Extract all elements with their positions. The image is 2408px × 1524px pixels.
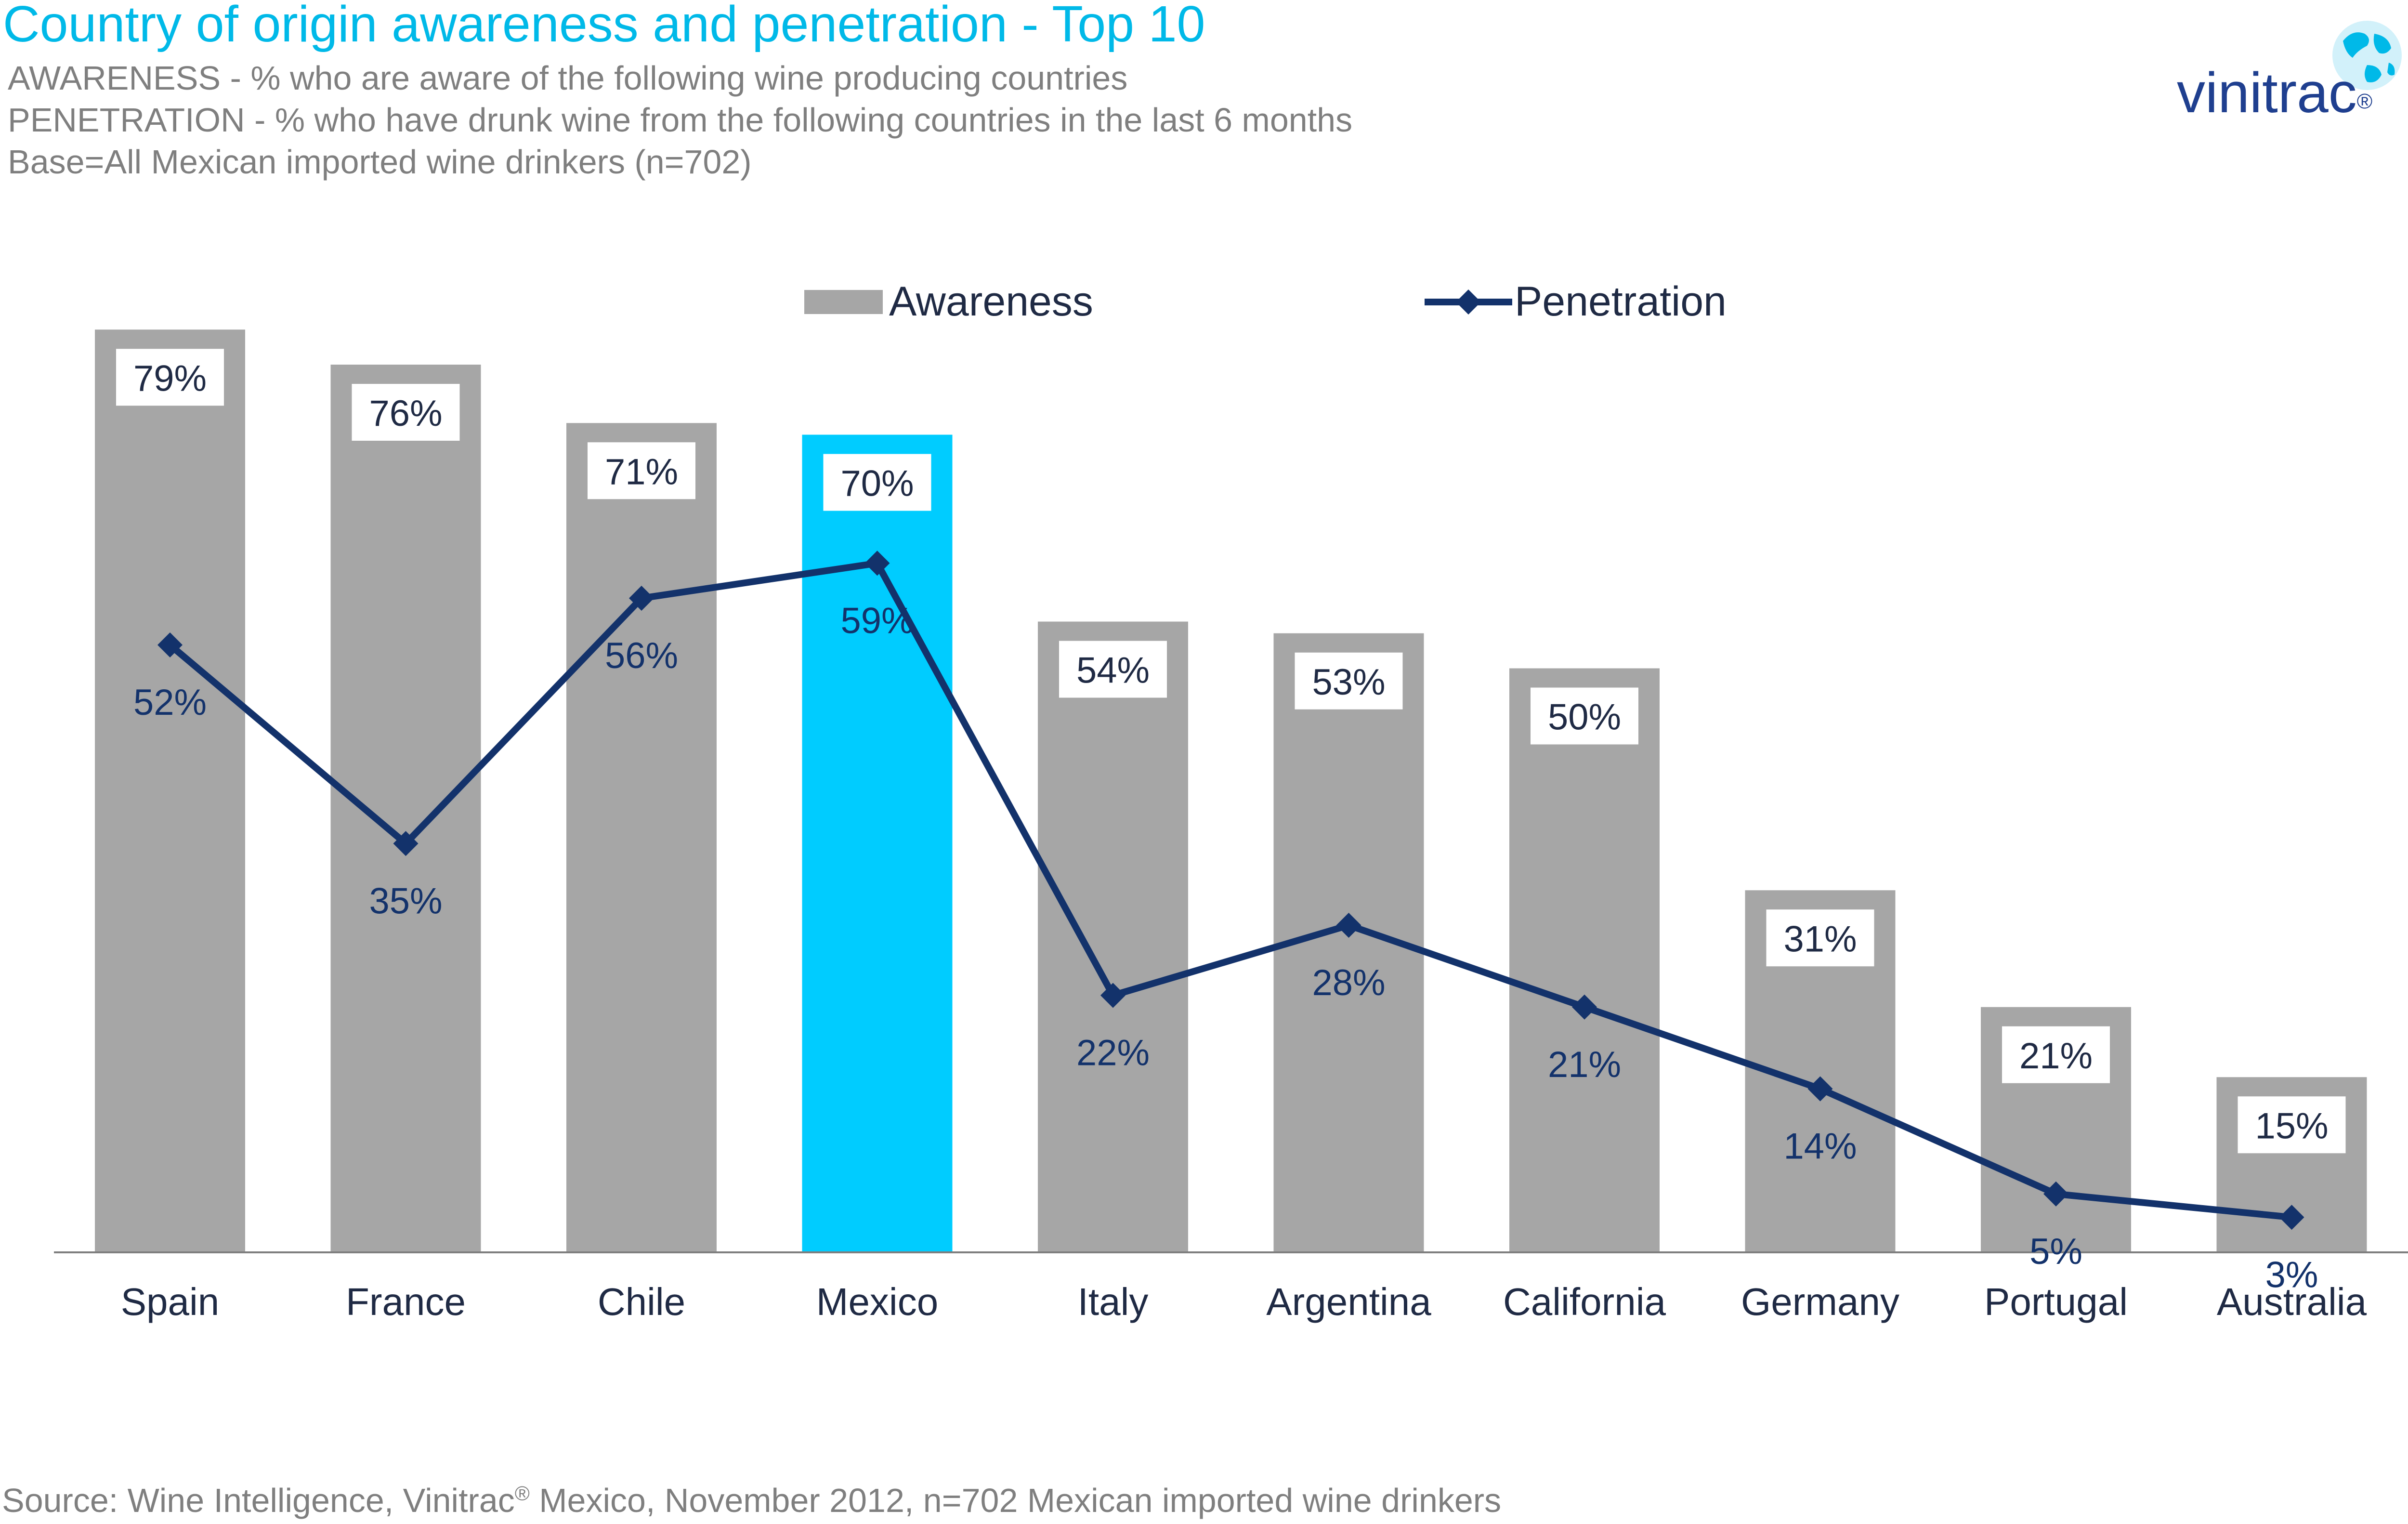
penetration-marker <box>864 551 890 576</box>
category-label: California <box>1503 1280 1666 1323</box>
awareness-value-label: 71% <box>605 451 678 492</box>
penetration-value-label: 56% <box>605 635 678 676</box>
penetration-marker <box>2043 1181 2068 1207</box>
awareness-label-box <box>1295 652 1403 709</box>
awareness-label-box <box>1766 909 1874 967</box>
penetration-marker <box>629 586 654 611</box>
chart-title: Country of origin awareness and penetrat… <box>3 0 1205 53</box>
category-label: Germany <box>1741 1280 1899 1323</box>
penetration-marker <box>393 831 419 856</box>
legend-awareness-label: Awareness <box>889 278 1093 325</box>
awareness-bar <box>330 365 481 1252</box>
penetration-line <box>168 560 2292 1221</box>
penetration-value-label: 22% <box>1076 1033 1150 1074</box>
logo-registered-mark: ® <box>2356 90 2373 113</box>
awareness-value-label: 50% <box>1548 697 1621 738</box>
awareness-bar <box>566 423 717 1252</box>
penetration-marker <box>2279 1205 2304 1230</box>
category-label: France <box>346 1280 466 1323</box>
source-prefix: Source: Wine Intelligence, Vinitrac <box>2 1482 515 1519</box>
penetration-value-label: 21% <box>1548 1044 1621 1085</box>
category-label: Italy <box>1078 1280 1149 1323</box>
globe-icon <box>2332 21 2402 90</box>
penetration-marker <box>1572 994 1597 1020</box>
awareness-value-label: 70% <box>840 463 914 504</box>
penetration-value-label: 59% <box>840 600 914 641</box>
awareness-label-box <box>1059 641 1167 698</box>
penetration-marker <box>1100 983 1125 1008</box>
penetration-marker <box>157 632 183 657</box>
category-label: Spain <box>121 1280 220 1323</box>
category-label: Portugal <box>1984 1280 2128 1323</box>
awareness-value-label: 15% <box>2255 1105 2328 1146</box>
awareness-value-label: 79% <box>133 358 207 399</box>
category-label: Australia <box>2217 1280 2367 1323</box>
awareness-bar <box>1038 621 1188 1252</box>
category-label: Mexico <box>816 1280 938 1323</box>
source-registered-mark: ® <box>514 1482 530 1505</box>
awareness-label-box <box>823 454 931 511</box>
penetration-value-label: 28% <box>1312 962 1385 1003</box>
subtitle-base: Base=All Mexican imported wine drinkers … <box>8 143 752 181</box>
penetration-marker <box>1336 913 1361 938</box>
awareness-label-box <box>116 349 224 406</box>
awareness-value-label: 31% <box>1783 919 1857 959</box>
awareness-value-label: 54% <box>1076 650 1150 691</box>
logo-wordmark: vinitrac <box>2177 61 2357 125</box>
awareness-bar <box>95 329 245 1252</box>
penetration-marker <box>1807 1076 1833 1102</box>
awareness-value-label: 53% <box>1312 662 1385 703</box>
penetration-value-label: 5% <box>2029 1231 2082 1272</box>
awareness-value-label: 76% <box>369 393 442 434</box>
awareness-label-box <box>588 442 695 499</box>
source-suffix: Mexico, November 2012, n=702 Mexican imp… <box>529 1482 1502 1519</box>
legend-penetration-marker <box>1456 289 1481 315</box>
category-label: Chile <box>598 1280 685 1323</box>
subtitle-awareness: AWARENESS - % who are aware of the follo… <box>8 59 1128 97</box>
source-note: Source: Wine Intelligence, Vinitrac® Mex… <box>2 1481 1501 1520</box>
subtitle-penetration: PENETRATION - % who have drunk wine from… <box>8 101 1353 139</box>
legend-awareness-swatch <box>804 290 883 314</box>
awareness-bar <box>1509 668 1660 1252</box>
awareness-value-label: 21% <box>2019 1036 2093 1077</box>
category-label: Argentina <box>1266 1280 1431 1323</box>
penetration-value-label: 35% <box>369 880 442 921</box>
penetration-value-label: 52% <box>133 682 207 723</box>
penetration-value-label: 3% <box>2265 1254 2318 1295</box>
awareness-label-box <box>2002 1026 2110 1083</box>
penetration-value-label: 14% <box>1783 1126 1857 1167</box>
awareness-label-box <box>1531 687 1638 745</box>
awareness-label-box <box>352 384 460 441</box>
legend-penetration-label: Penetration <box>1515 278 1727 325</box>
vinitrac-logo: vinitrac® <box>2177 14 2403 125</box>
awareness-label-box <box>2238 1096 2346 1154</box>
